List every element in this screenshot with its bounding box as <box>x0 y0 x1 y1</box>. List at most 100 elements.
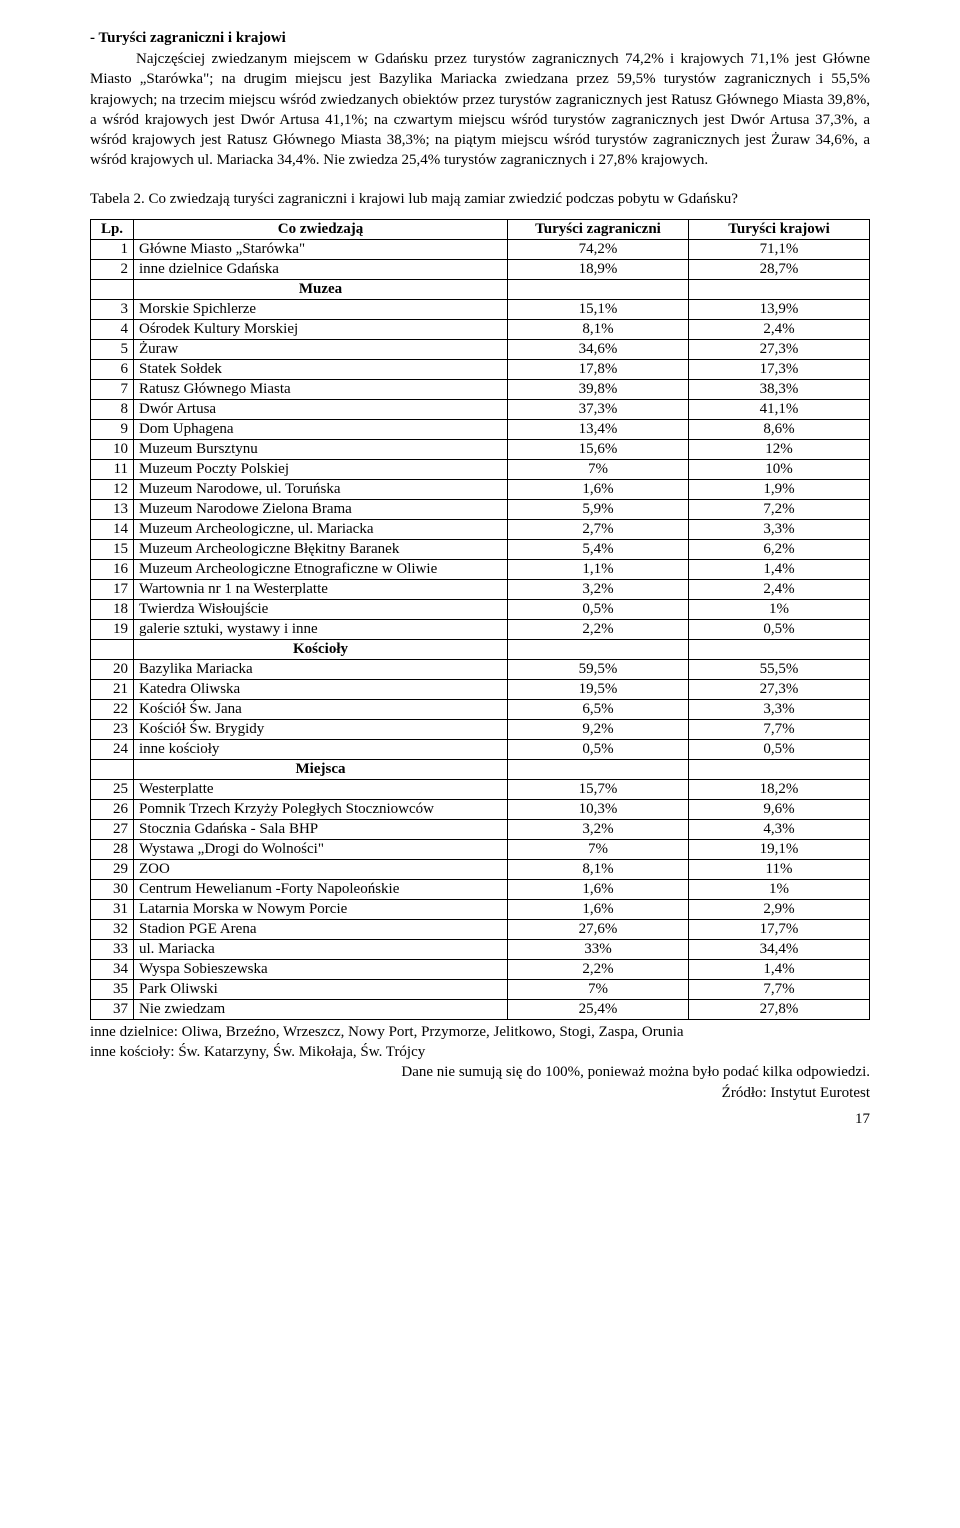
table-row: 5Żuraw34,6%27,3% <box>91 339 870 359</box>
table-cell-v1: 15,6% <box>508 439 689 459</box>
table-row: 25Westerplatte15,7%18,2% <box>91 779 870 799</box>
table-row: 22Kościół Św. Jana6,5%3,3% <box>91 699 870 719</box>
table-cell-v2: 19,1% <box>689 839 870 859</box>
table-cell-v1: 3,2% <box>508 819 689 839</box>
table-cell-v1: 74,2% <box>508 239 689 259</box>
table-cell-v1: 7% <box>508 979 689 999</box>
table-cell-name: Główne Miasto „Starówka" <box>134 239 508 259</box>
table-cell-v2: 9,6% <box>689 799 870 819</box>
section-title: - Turyści zagraniczni i krajowi <box>90 30 870 47</box>
table-cell-v1: 2,2% <box>508 619 689 639</box>
table-cell-name: Stadion PGE Arena <box>134 919 508 939</box>
table-cell-lp: 37 <box>91 999 134 1019</box>
table-cell-lp: 4 <box>91 319 134 339</box>
table-cell-lp: 25 <box>91 779 134 799</box>
table-row: 31Latarnia Morska w Nowym Porcie1,6%2,9% <box>91 899 870 919</box>
table-cell-name: Wyspa Sobieszewska <box>134 959 508 979</box>
table-row: 16Muzeum Archeologiczne Etnograficzne w … <box>91 559 870 579</box>
table-cell-v1: 3,2% <box>508 579 689 599</box>
col-foreign: Turyści zagraniczni <box>508 219 689 239</box>
table-cell-v2: 71,1% <box>689 239 870 259</box>
table-cell-v2: 3,3% <box>689 519 870 539</box>
table-cell-name: Statek Sołdek <box>134 359 508 379</box>
table-cell-name: Ratusz Głównego Miasta <box>134 379 508 399</box>
table-row: 29ZOO8,1%11% <box>91 859 870 879</box>
table-cell-lp: 6 <box>91 359 134 379</box>
table-cell-v2: 1,4% <box>689 559 870 579</box>
table-cell-v2 <box>689 759 870 779</box>
table-cell-lp: 21 <box>91 679 134 699</box>
table-cell-v2 <box>689 639 870 659</box>
table-cell-v1: 25,4% <box>508 999 689 1019</box>
table-cell-lp: 14 <box>91 519 134 539</box>
table-cell-v1: 59,5% <box>508 659 689 679</box>
table-cell-lp: 17 <box>91 579 134 599</box>
table-cell-v1: 8,1% <box>508 859 689 879</box>
table-cell-lp: 9 <box>91 419 134 439</box>
table-cell-v2: 0,5% <box>689 739 870 759</box>
table-cell-v2: 2,9% <box>689 899 870 919</box>
table-cell-v2: 7,7% <box>689 979 870 999</box>
footer-note-3: Dane nie sumują się do 100%, ponieważ mo… <box>90 1062 870 1082</box>
table-cell-v2: 38,3% <box>689 379 870 399</box>
table-cell-lp: 7 <box>91 379 134 399</box>
table-cell-name: Katedra Oliwska <box>134 679 508 699</box>
table-cell-v1: 1,6% <box>508 899 689 919</box>
table-cell-v2: 17,3% <box>689 359 870 379</box>
table-row: 3Morskie Spichlerze15,1%13,9% <box>91 299 870 319</box>
table-row: Muzea <box>91 279 870 299</box>
table-cell-lp: 28 <box>91 839 134 859</box>
table-cell-lp <box>91 639 134 659</box>
table-cell-name: Muzeum Archeologiczne, ul. Mariacka <box>134 519 508 539</box>
footer-source: Źródło: Instytut Eurotest <box>90 1083 870 1103</box>
table-cell-lp: 13 <box>91 499 134 519</box>
table-cell-name: Muzeum Archeologiczne Błękitny Baranek <box>134 539 508 559</box>
table-cell-name: Muzeum Poczty Polskiej <box>134 459 508 479</box>
table-cell-name: Dom Uphagena <box>134 419 508 439</box>
table-cell-v1: 34,6% <box>508 339 689 359</box>
table-cell-lp: 33 <box>91 939 134 959</box>
table-cell-lp: 24 <box>91 739 134 759</box>
table-cell-lp: 27 <box>91 819 134 839</box>
table-cell-v2: 27,3% <box>689 339 870 359</box>
table-cell-v2: 7,7% <box>689 719 870 739</box>
table-cell-v1: 33% <box>508 939 689 959</box>
table-row: 2inne dzielnice Gdańska18,9%28,7% <box>91 259 870 279</box>
table-cell-name: galerie sztuki, wystawy i inne <box>134 619 508 639</box>
table-cell-lp: 34 <box>91 959 134 979</box>
table-cell-lp: 26 <box>91 799 134 819</box>
table-cell-lp: 2 <box>91 259 134 279</box>
table-cell-lp: 30 <box>91 879 134 899</box>
table-cell-name: Kościół Św. Brygidy <box>134 719 508 739</box>
table-cell-v1: 1,6% <box>508 479 689 499</box>
table-cell-v2: 17,7% <box>689 919 870 939</box>
table-cell-v1: 10,3% <box>508 799 689 819</box>
table-cell-name: Wartownia nr 1 na Westerplatte <box>134 579 508 599</box>
table-row: 18Twierdza Wisłoujście0,5%1% <box>91 599 870 619</box>
footer-note-2: inne kościoły: Św. Katarzyny, Św. Mikoła… <box>90 1042 870 1062</box>
table-cell-name: Twierdza Wisłoujście <box>134 599 508 619</box>
table-cell-name: Westerplatte <box>134 779 508 799</box>
table-cell-v2: 1% <box>689 599 870 619</box>
table-cell-name: Centrum Hewelianum -Forty Napoleońskie <box>134 879 508 899</box>
table-cell-lp: 16 <box>91 559 134 579</box>
table-row: 10Muzeum Bursztynu15,6%12% <box>91 439 870 459</box>
table-cell-lp: 23 <box>91 719 134 739</box>
table-row: Miejsca <box>91 759 870 779</box>
table-cell-lp: 10 <box>91 439 134 459</box>
table-cell-v1: 9,2% <box>508 719 689 739</box>
table-cell-lp: 5 <box>91 339 134 359</box>
table-row: 8Dwór Artusa37,3%41,1% <box>91 399 870 419</box>
table-cell-lp: 32 <box>91 919 134 939</box>
table-header-row: Lp. Co zwiedzają Turyści zagraniczni Tur… <box>91 219 870 239</box>
table-cell-v2: 10% <box>689 459 870 479</box>
table-cell-lp: 8 <box>91 399 134 419</box>
table-cell-v2: 6,2% <box>689 539 870 559</box>
table-cell-v2 <box>689 279 870 299</box>
table-cell-v1: 37,3% <box>508 399 689 419</box>
table-cell-lp: 11 <box>91 459 134 479</box>
table-title: Tabela 2. Co zwiedzają turyści zagranicz… <box>90 189 870 209</box>
table-cell-v1: 0,5% <box>508 599 689 619</box>
table-row: 24inne kościoły0,5%0,5% <box>91 739 870 759</box>
table-cell-lp: 1 <box>91 239 134 259</box>
